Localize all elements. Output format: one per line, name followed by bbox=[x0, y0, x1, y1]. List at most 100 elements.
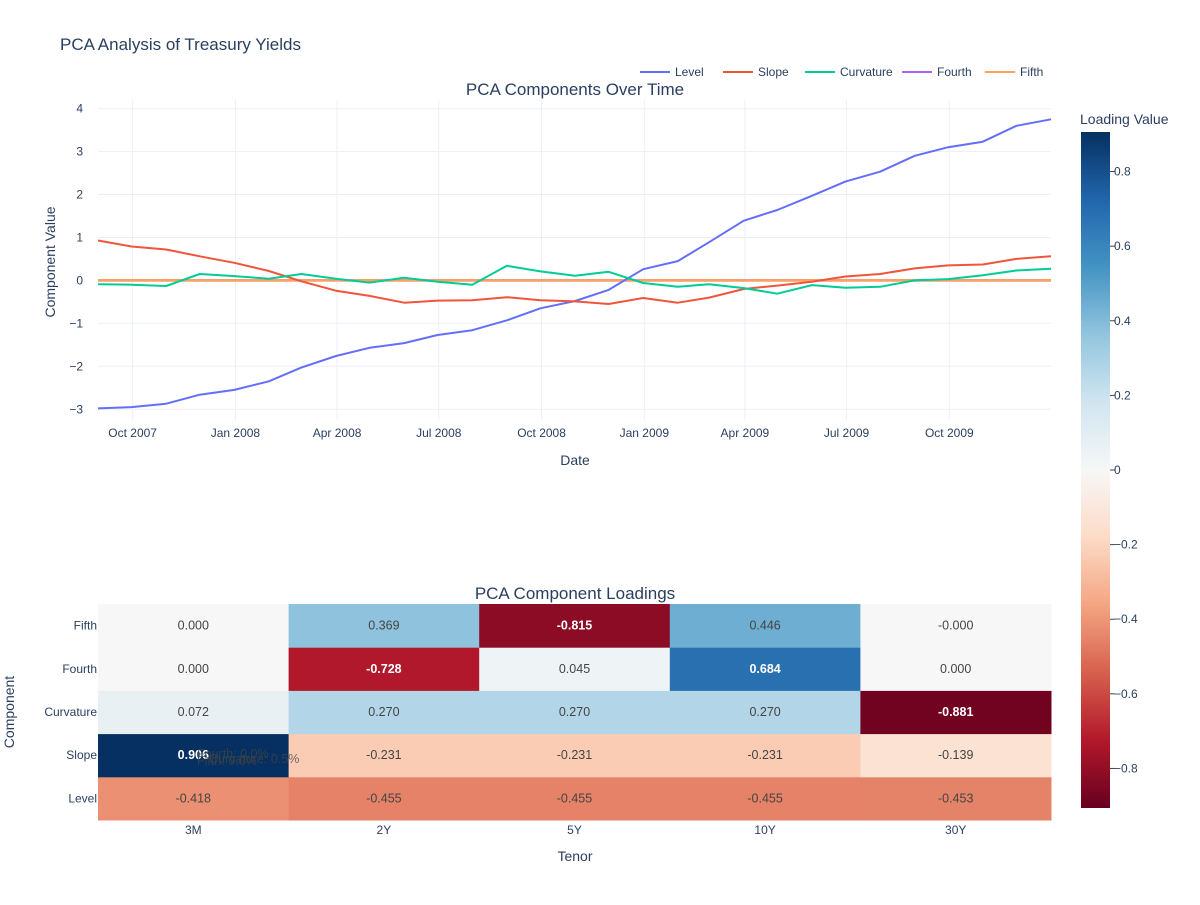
colorbar-tick-label: −0.4 bbox=[1114, 612, 1138, 626]
heatmap-axes: Level Slope Curvature Fourth Fifth 3M 2Y 5Y 10Y 3… bbox=[44, 619, 966, 837]
legend-item-slope[interactable]: Slope bbox=[723, 65, 789, 79]
heatmap-cell[interactable] bbox=[288, 647, 480, 691]
y-tick-label: 2 bbox=[76, 187, 83, 201]
legend-label: Level bbox=[675, 65, 704, 79]
x-tick-label: Oct 2009 bbox=[925, 426, 974, 440]
heatmap-cell[interactable] bbox=[669, 690, 861, 735]
heatmap-cell[interactable] bbox=[669, 604, 861, 648]
heatmap-cell[interactable] bbox=[288, 604, 480, 648]
legend-label: Curvature bbox=[840, 65, 893, 79]
heatmap-cell[interactable] bbox=[479, 776, 671, 821]
heatmap-cell[interactable] bbox=[860, 776, 1052, 821]
heatmap-cell-label: -0.881 bbox=[938, 705, 973, 719]
heatmap-cell[interactable] bbox=[860, 733, 1052, 778]
heatmap-cell[interactable] bbox=[669, 733, 861, 778]
colorbar-tick-label: 0.8 bbox=[1114, 165, 1131, 179]
heatmap-cell-label: -0.139 bbox=[938, 748, 973, 762]
colorbar-title: Loading Value bbox=[1080, 111, 1169, 127]
heatmap-cell-label: 0.446 bbox=[749, 619, 780, 633]
legend[interactable]: Level Slope Curvature Fourth Fifth bbox=[640, 65, 1043, 79]
y-tick-label: −1 bbox=[69, 316, 83, 330]
heatmap-y-tick-label: Fifth bbox=[74, 619, 97, 633]
heatmap-cell-label: 0.270 bbox=[368, 705, 399, 719]
legend-item-level[interactable]: Level bbox=[640, 65, 704, 79]
legend-item-fourth[interactable]: Fourth bbox=[902, 65, 972, 79]
heatmap-cell-label: -0.453 bbox=[938, 791, 973, 805]
heatmap-y-tick-label: Curvature bbox=[44, 705, 97, 719]
heatmap-cell-label: -0.000 bbox=[938, 619, 973, 633]
heatmap-y-tick-label: Slope bbox=[66, 748, 97, 762]
legend-item-curvature[interactable]: Curvature bbox=[805, 65, 893, 79]
heatmap-cell[interactable] bbox=[860, 604, 1052, 648]
heatmap-cell[interactable] bbox=[860, 647, 1052, 691]
heatmap-cell[interactable] bbox=[479, 604, 671, 648]
heatmap-x-tick-label: 5Y bbox=[567, 823, 582, 837]
series-line-slope[interactable] bbox=[97, 239, 1052, 305]
heatmap-cell[interactable] bbox=[98, 647, 290, 691]
heatmap-cell-label: 0.369 bbox=[368, 619, 399, 633]
heatmap-cell[interactable] bbox=[669, 647, 861, 691]
heatmap-cell-label: -0.231 bbox=[557, 748, 592, 762]
heatmap-cell[interactable] bbox=[98, 604, 290, 648]
heatmap-cell-label: -0.728 bbox=[366, 662, 401, 676]
heatmap-cell[interactable] bbox=[479, 690, 671, 735]
x-tick-label: Jul 2008 bbox=[416, 426, 462, 440]
heatmap-x-tick-label: 3M bbox=[185, 823, 202, 837]
line-chart-xlabel: Date bbox=[560, 452, 590, 468]
overlap-annotation: Curvature: 0.5% bbox=[209, 752, 299, 766]
heatmap-cell-label: 0.270 bbox=[749, 705, 780, 719]
colorbar-tick-label: −0.6 bbox=[1114, 687, 1138, 701]
x-tick-label: Oct 2007 bbox=[108, 426, 157, 440]
colorbar-bar bbox=[1081, 132, 1110, 808]
legend-label: Slope bbox=[758, 65, 789, 79]
line-chart-series[interactable] bbox=[97, 118, 1052, 410]
colorbar: 0.8 0.6 0.4 0.2 0 −0.2 −0.4 −0.6 −0.8 bbox=[1081, 132, 1138, 808]
heatmap-cell[interactable] bbox=[479, 733, 671, 778]
figure-title: PCA Analysis of Treasury Yields bbox=[60, 35, 301, 54]
colorbar-tick-label: 0.6 bbox=[1114, 239, 1131, 253]
heatmap-cell-label: 0.270 bbox=[559, 705, 590, 719]
line-chart-grid bbox=[98, 100, 1051, 420]
heatmap-cell[interactable] bbox=[288, 690, 480, 735]
heatmap-cell-label: 0.072 bbox=[178, 705, 209, 719]
heatmap-cell-label: -0.418 bbox=[176, 791, 211, 805]
heatmap-cell[interactable] bbox=[98, 733, 290, 778]
colorbar-tick-label: −0.2 bbox=[1114, 538, 1138, 552]
heatmap-cells[interactable]: -0.418 -0.455 -0.455 -0.455 -0.453 0.906 -0.23… bbox=[98, 604, 1052, 821]
heatmap-cell-label: 0.000 bbox=[178, 619, 209, 633]
heatmap-cell-label: -0.231 bbox=[747, 748, 782, 762]
heatmap-title: PCA Component Loadings bbox=[475, 584, 675, 603]
heatmap-cell[interactable] bbox=[98, 690, 290, 735]
x-tick-label: Apr 2008 bbox=[313, 426, 362, 440]
y-tick-label: −2 bbox=[69, 359, 83, 373]
heatmap-cell[interactable] bbox=[669, 776, 861, 821]
heatmap-cell-label: -0.455 bbox=[557, 791, 592, 805]
heatmap-x-tick-label: 2Y bbox=[377, 823, 392, 837]
series-line-curvature[interactable] bbox=[97, 264, 1052, 295]
heatmap-cell-label: 0.045 bbox=[559, 662, 590, 676]
overlap-annotation: Fifth: 0.0% bbox=[197, 754, 257, 768]
y-tick-label: 4 bbox=[76, 102, 83, 116]
y-tick-label: 3 bbox=[76, 145, 83, 159]
heatmap-xlabel: Tenor bbox=[557, 848, 592, 864]
line-chart-ylabel: Component Value bbox=[42, 206, 58, 317]
heatmap-cell[interactable] bbox=[860, 690, 1052, 735]
legend-item-fifth[interactable]: Fifth bbox=[985, 65, 1043, 79]
heatmap-cell-label: 0.000 bbox=[178, 662, 209, 676]
colorbar-tick-label: 0.4 bbox=[1114, 314, 1131, 328]
heatmap-cell-label: 0.000 bbox=[940, 662, 971, 676]
heatmap-cell[interactable] bbox=[98, 776, 290, 821]
y-tick-label: 1 bbox=[76, 230, 83, 244]
heatmap-cell-label: -0.815 bbox=[557, 619, 592, 633]
heatmap-ylabel: Component bbox=[1, 676, 17, 748]
colorbar-tick-label: 0.2 bbox=[1114, 388, 1131, 402]
line-chart-axes: Oct 2007 Jan 2008 Apr 2008 Jul 2008 Oct 2008… bbox=[69, 102, 974, 440]
heatmap-cell-label: 0.906 bbox=[178, 748, 209, 762]
heatmap-cell[interactable] bbox=[479, 647, 671, 691]
heatmap-cell-label: -0.455 bbox=[366, 791, 401, 805]
heatmap-cell[interactable] bbox=[288, 776, 480, 821]
x-tick-label: Apr 2009 bbox=[721, 426, 770, 440]
heatmap-cell[interactable] bbox=[288, 733, 480, 778]
